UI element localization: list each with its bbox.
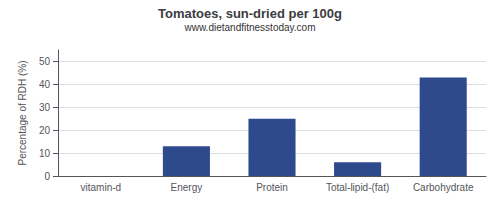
svg-text:Energy: Energy (171, 182, 203, 193)
svg-text:20: 20 (39, 125, 51, 136)
svg-text:Percentage of RDH (%): Percentage of RDH (%) (17, 60, 28, 165)
svg-text:Protein: Protein (256, 182, 288, 193)
svg-text:0: 0 (44, 171, 50, 182)
svg-text:10: 10 (39, 148, 51, 159)
svg-text:40: 40 (39, 79, 51, 90)
svg-text:Carbohydrate: Carbohydrate (413, 182, 474, 193)
svg-text:vitamin-d: vitamin-d (81, 182, 122, 193)
svg-text:50: 50 (39, 56, 51, 67)
svg-text:www.dietandfitnesstoday.com: www.dietandfitnesstoday.com (184, 22, 316, 33)
svg-text:30: 30 (39, 102, 51, 113)
svg-text:Tomatoes, sun-dried per 100g: Tomatoes, sun-dried per 100g (158, 6, 342, 21)
svg-text:Total-lipid-(fat): Total-lipid-(fat) (326, 182, 389, 193)
